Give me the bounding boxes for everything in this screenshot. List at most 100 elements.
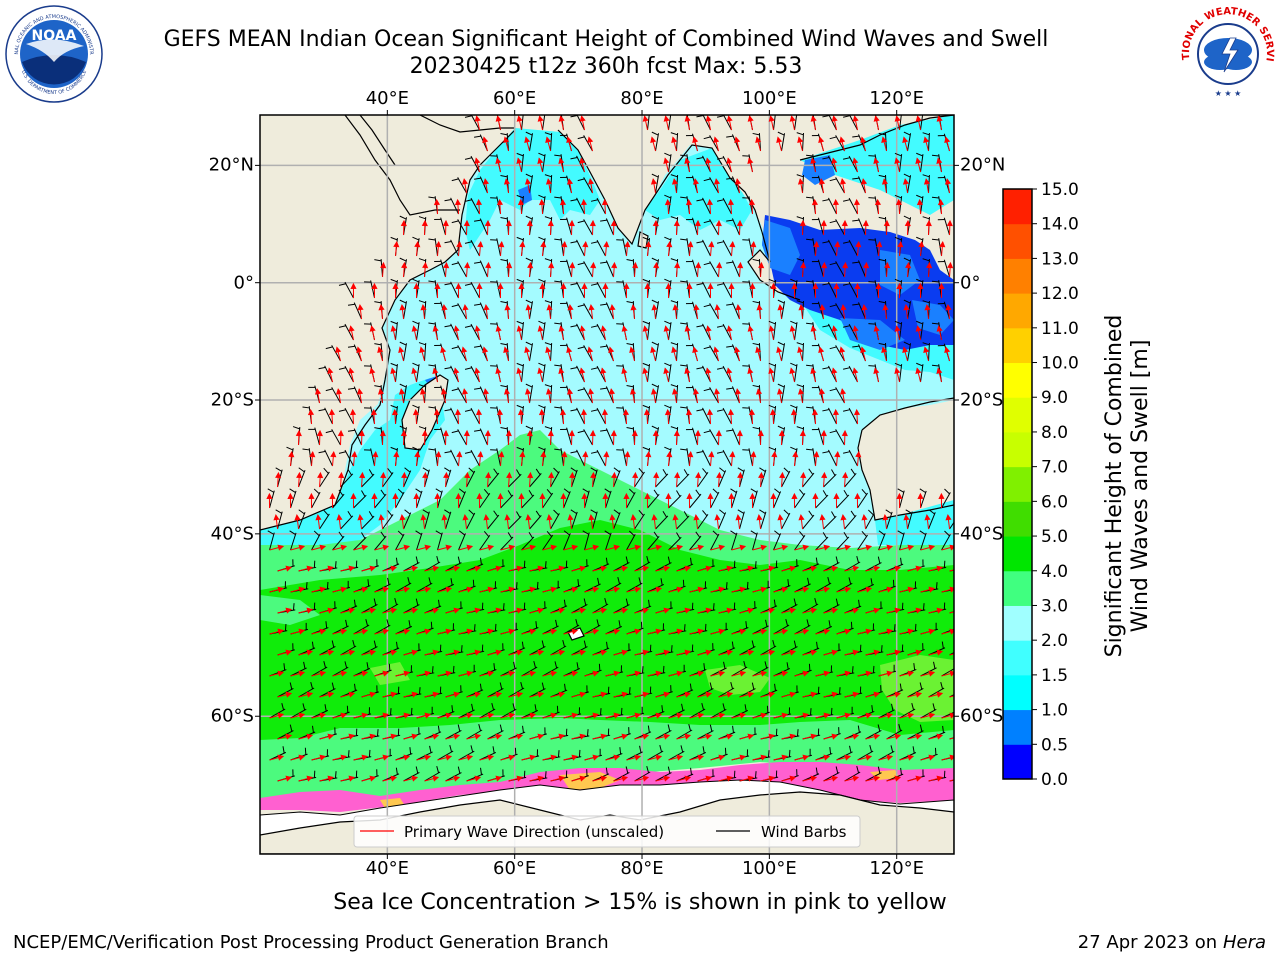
wind-barb-flag <box>500 217 508 220</box>
wind-barb <box>416 406 420 425</box>
wind-barb-flag <box>822 490 828 497</box>
wind-barb-flag <box>676 490 681 497</box>
wave-arrow-head <box>650 136 657 144</box>
wind-barb-flag <box>796 384 804 388</box>
wave-arrow-head <box>800 471 807 479</box>
wave-arrow-head <box>592 670 600 677</box>
wind-barb-flag <box>777 299 785 304</box>
wind-barb-flag <box>689 683 692 691</box>
wind-barb-flag <box>283 663 286 671</box>
wave-arrow-head <box>937 198 945 206</box>
wave-arrow-head <box>768 115 775 122</box>
wind-barb <box>817 301 825 320</box>
wind-barb-flag <box>397 530 404 537</box>
wave-arrow-head <box>314 388 322 395</box>
wind-barb <box>331 429 341 446</box>
wave-arrow-head <box>655 544 663 551</box>
wind-barb <box>277 688 294 698</box>
wind-barb-flag <box>916 194 923 199</box>
wind-barb <box>458 491 466 509</box>
wind-barb-flag <box>726 261 734 264</box>
wave-arrow-head <box>327 775 335 782</box>
wave-arrow-head <box>818 346 825 354</box>
wave-arrow-head <box>503 346 510 354</box>
wave-arrow-head <box>435 240 442 248</box>
wind-barb-flag <box>900 557 902 565</box>
wave-arrow-head <box>559 198 567 206</box>
wave-arrow-head <box>944 346 951 354</box>
wind-barb <box>885 133 888 152</box>
wind-barb-flag <box>962 640 964 647</box>
wave-arrow-head <box>495 157 502 164</box>
wind-barb-flag <box>894 362 902 367</box>
wave-arrow-head <box>650 178 658 185</box>
wave-arrow-head <box>768 367 775 374</box>
wind-barb <box>319 646 336 656</box>
wave-arrow-head <box>811 198 819 206</box>
wave-arrow-head <box>770 492 777 499</box>
wave-arrow-head <box>516 607 524 614</box>
wave-arrow-head <box>947 261 954 269</box>
wind-barb <box>550 385 553 404</box>
wave-arrow-head <box>567 513 574 521</box>
wind-barb <box>647 322 651 341</box>
wave-arrow-head <box>529 712 537 719</box>
wind-barb-flag <box>347 345 356 348</box>
wind-barb-flag <box>807 577 810 585</box>
wave-arrow-head <box>526 219 533 227</box>
wave-arrow-head <box>432 607 440 614</box>
wind-barb-flag <box>642 404 650 409</box>
wave-arrow-head <box>476 282 483 289</box>
wind-barb <box>848 407 858 425</box>
wave-arrow-head <box>697 544 705 551</box>
wave-arrow-head <box>797 388 805 395</box>
colorbar-tick-label: 12.0 <box>1041 284 1079 304</box>
wind-barb <box>566 217 573 236</box>
wind-barb-flag <box>899 683 902 691</box>
wind-barb <box>395 491 405 509</box>
wave-arrow-head <box>632 261 639 269</box>
wind-barb-flag <box>816 641 818 649</box>
wind-barb <box>676 133 679 152</box>
wind-barb-flag <box>642 320 650 325</box>
wave-arrow-head <box>663 565 671 572</box>
wave-arrow-head <box>361 712 369 719</box>
wave-arrow-head <box>881 178 889 185</box>
wave-arrow-head <box>692 178 700 185</box>
wind-barb-flag <box>646 766 650 774</box>
wave-arrow-head <box>434 282 441 289</box>
wind-barb-flag <box>464 157 472 160</box>
wind-barb-flag <box>726 219 734 222</box>
colorbar-swatch <box>1003 223 1032 259</box>
wave-arrow-head <box>587 136 594 144</box>
wind-barb-flag <box>380 531 386 538</box>
wind-barb-flag <box>374 301 382 304</box>
wind-barb-flag <box>660 578 663 586</box>
wave-arrow-head <box>676 586 684 593</box>
wave-arrow-head <box>842 471 849 479</box>
wave-arrow-head <box>676 544 684 551</box>
wave-arrow-head <box>629 388 637 395</box>
wave-arrow-head <box>537 565 545 572</box>
wind-barb-flag <box>849 745 852 753</box>
wind-barb-flag <box>703 663 706 671</box>
wave-arrow-head <box>852 325 859 332</box>
wind-barb <box>686 448 691 467</box>
wind-barb-flag <box>768 404 776 409</box>
wind-barb-flag <box>444 240 452 244</box>
wind-barb <box>576 239 585 257</box>
wind-barb <box>676 729 693 740</box>
wave-arrow-head <box>519 240 526 248</box>
wind-barb-flag <box>474 219 482 222</box>
wind-barb-flag <box>418 300 426 304</box>
wave-arrow-head <box>894 649 902 656</box>
wave-arrow-head <box>475 408 483 416</box>
wind-barb <box>571 604 588 614</box>
wind-barb-flag <box>664 194 672 199</box>
wave-arrow-head <box>831 775 839 782</box>
wave-arrow-head <box>601 408 609 416</box>
sri-lanka <box>637 231 649 249</box>
wave-arrow-head <box>393 450 400 458</box>
wind-barb <box>718 470 727 488</box>
wind-barb <box>500 494 514 509</box>
